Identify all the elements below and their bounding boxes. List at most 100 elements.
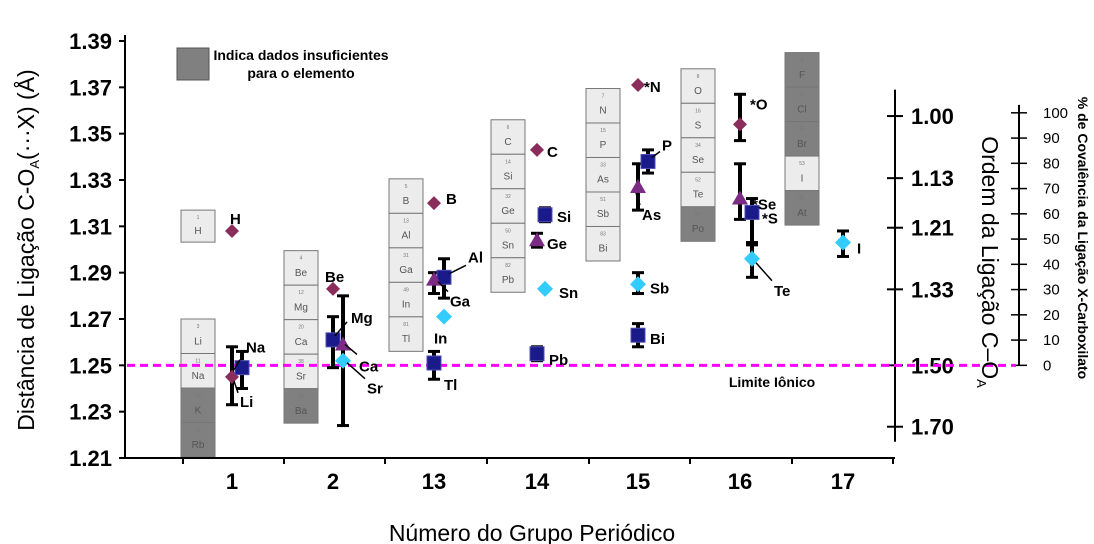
leader-line	[437, 281, 449, 293]
element-symbol-h: H	[194, 226, 201, 237]
legend-swatch	[176, 47, 210, 81]
element-number-po: 84	[695, 212, 701, 218]
covalence-tick-label: 90	[1043, 130, 1060, 147]
bond-order-tick-label: 1.00	[911, 104, 954, 129]
element-box-f	[784, 52, 820, 88]
element-box-b	[388, 178, 424, 214]
leader-line	[233, 359, 241, 371]
x-axis-title: Número do Grupo Periódico	[389, 520, 675, 544]
element-number-in: 49	[403, 287, 409, 293]
label-na: Na	[246, 340, 266, 357]
point-p	[640, 153, 656, 169]
element-box-se	[680, 137, 716, 173]
y-tick-label: 1.39	[69, 29, 112, 54]
label-h: H	[230, 211, 241, 228]
element-box-ge	[490, 188, 526, 224]
point-c	[530, 142, 544, 157]
element-symbol-tl: Tl	[402, 334, 410, 345]
element-box-ga	[388, 247, 424, 283]
label-s: *S	[762, 210, 778, 227]
element-box-bi	[585, 225, 621, 262]
y-tick-label: 1.21	[69, 446, 112, 471]
point-i	[835, 234, 851, 251]
ionic-limit-label: Limite Iônico	[729, 374, 815, 390]
covalence-tick-label: 20	[1043, 307, 1060, 324]
element-symbol-ba: Ba	[295, 406, 308, 417]
element-symbol-sn: Sn	[502, 241, 514, 252]
element-number-si: 14	[505, 159, 511, 165]
element-box-in	[388, 281, 424, 318]
label-i: I	[857, 241, 861, 258]
element-box-s	[680, 102, 716, 139]
element-symbol-rb: Rb	[192, 440, 205, 451]
element-number-o: 8	[697, 74, 700, 80]
point-se	[732, 190, 748, 205]
label-in: In	[434, 331, 447, 348]
y-tick-label: 1.27	[69, 307, 112, 332]
label-tl: Tl	[444, 377, 457, 394]
element-box-o	[680, 68, 716, 104]
point-pb	[529, 346, 545, 362]
label-al: Al	[468, 249, 483, 266]
element-symbol-p: P	[600, 140, 607, 151]
element-symbol-s: S	[695, 121, 702, 132]
point-mg	[325, 332, 341, 348]
element-symbol-as: As	[597, 175, 609, 186]
element-box-pb	[490, 257, 526, 293]
periodic-element-boxes: 1 H 3 Li 11 Na 19 K 37 Rb 4 Be 12 Mg 20 Ca 38 Sr 56 Ba 5 B 13 A…	[180, 52, 820, 458]
legend-text-line2: para o elemento	[247, 65, 354, 81]
label-se: *Se	[752, 197, 776, 214]
element-number-k: 19	[195, 393, 201, 399]
label-si: Si	[557, 209, 571, 226]
element-box-n	[585, 87, 621, 124]
element-number-ba: 56	[298, 394, 304, 400]
element-box-i	[784, 155, 820, 192]
point-sr	[335, 352, 351, 369]
element-number-mg: 12	[298, 290, 304, 296]
element-number-al: 13	[403, 218, 409, 224]
bond-order-tick-label: 1.33	[911, 277, 954, 302]
label-pb: Pb	[549, 352, 568, 369]
element-number-sn: 50	[505, 228, 511, 234]
covalence-tick-label: 60	[1043, 206, 1060, 223]
label-sb: Sb	[650, 280, 669, 297]
label-ga: Ga	[450, 294, 471, 311]
element-box-ba	[283, 388, 319, 424]
element-symbol-ga: Ga	[399, 265, 413, 276]
element-number-tl: 81	[403, 322, 409, 328]
x-tick-label: 2	[327, 469, 339, 494]
element-symbol-mg: Mg	[294, 302, 308, 313]
element-box-br	[784, 121, 820, 157]
element-number-n: 7	[602, 93, 605, 99]
element-symbol-ge: Ge	[501, 206, 515, 217]
element-number-h: 1	[197, 215, 200, 221]
element-symbol-pb: Pb	[502, 275, 515, 286]
element-number-b: 5	[405, 184, 408, 190]
element-number-se: 34	[695, 143, 701, 149]
point-h	[225, 223, 239, 238]
label-te: Te	[774, 283, 790, 300]
point-n	[631, 78, 645, 93]
legend-text-line1: Indica dados insuficientes	[213, 47, 388, 63]
element-box-at	[784, 190, 820, 226]
bond-order-axis-title: Ordem da Ligação C–OA	[974, 136, 1003, 388]
point-labels: H Li Na Be Mg Ca Sr B Al Ga In Tl C Si Ge Sn Pb *N P As Sb Bi…	[230, 79, 861, 411]
element-symbol-sb: Sb	[597, 209, 610, 220]
element-symbol-li: Li	[194, 336, 202, 347]
element-box-h	[180, 209, 216, 243]
element-box-sn	[490, 222, 526, 259]
y-axis-title: Distância de Ligação C-OA(···X) (Å)	[12, 69, 42, 430]
label-sn: Sn	[559, 285, 578, 302]
element-number-pb: 82	[505, 263, 511, 269]
element-number-sb: 51	[600, 197, 606, 203]
element-symbol-si: Si	[504, 172, 513, 183]
leader-line	[651, 150, 661, 159]
element-symbol-bi: Bi	[599, 244, 608, 255]
element-box-po	[680, 206, 716, 242]
element-number-ge: 32	[505, 194, 511, 200]
covalence-tick-label: 30	[1043, 282, 1060, 299]
y-tick-label: 1.25	[69, 353, 112, 378]
element-number-p: 15	[600, 128, 606, 134]
data-points	[225, 78, 851, 384]
covalence-axis-title: % de Covalência da Ligação X-Carboxilato	[1075, 97, 1091, 379]
